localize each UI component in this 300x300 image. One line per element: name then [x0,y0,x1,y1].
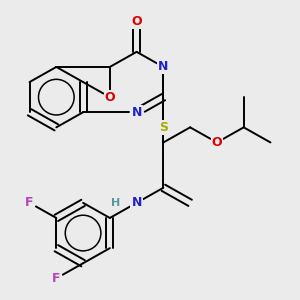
Text: F: F [52,272,61,285]
Text: F: F [25,196,34,209]
Text: S: S [159,121,168,134]
Text: N: N [158,61,169,74]
Text: N: N [131,106,142,119]
Text: O: O [212,136,222,149]
Text: H: H [111,198,120,208]
Text: O: O [104,91,115,104]
Text: O: O [131,15,142,28]
Text: N: N [131,196,142,209]
